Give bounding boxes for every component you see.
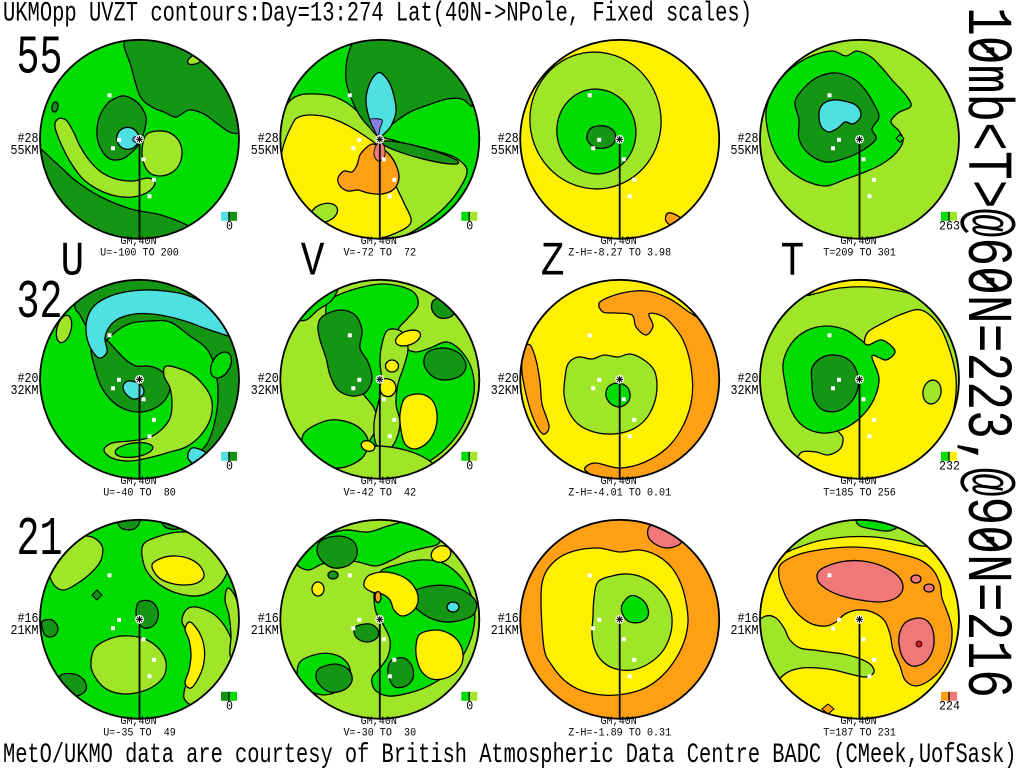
svg-text:GM,40N: GM,40N [120,476,156,489]
svg-text:Z-H=-4.01 TO 0.01: Z-H=-4.01 TO 0.01 [568,487,671,500]
svg-text:GM,40N: GM,40N [361,716,397,729]
svg-text:GM,40N: GM,40N [601,476,637,489]
svg-text:GM,40N: GM,40N [361,236,397,249]
svg-text:GM,40N: GM,40N [120,716,156,729]
svg-text:Z-H=-8.27 TO 3.98: Z-H=-8.27 TO 3.98 [568,247,671,260]
svg-text:0: 0 [466,699,473,714]
svg-text:21KM: 21KM [491,623,519,638]
svg-text:#28: #28 [18,131,39,146]
svg-text:21KM: 21KM [251,623,279,638]
svg-text:32KM: 32KM [491,383,519,398]
svg-text:#16: #16 [738,611,759,626]
svg-text:232: 232 [939,459,960,474]
svg-text:21KM: 21KM [11,623,39,638]
svg-text:263: 263 [939,219,960,234]
svg-text:0: 0 [226,459,233,474]
svg-text:55KM: 55KM [251,143,279,158]
svg-text:V=-42 TO 42: V=-42 TO 42 [343,487,416,500]
svg-text:#20: #20 [498,371,519,386]
svg-text:#28: #28 [498,131,519,146]
svg-text:#16: #16 [498,611,519,626]
svg-text:GM,40N: GM,40N [840,236,876,249]
svg-text:Z: Z [541,235,565,290]
svg-text:GM,40N: GM,40N [601,716,637,729]
svg-text:#28: #28 [258,131,279,146]
svg-text:U=-40 TO 80: U=-40 TO 80 [103,487,176,500]
svg-text:55KM: 55KM [491,143,519,158]
svg-text:32KM: 32KM [251,383,279,398]
svg-text:55KM: 55KM [11,143,39,158]
svg-text:#20: #20 [738,371,759,386]
svg-text:32: 32 [17,273,63,334]
svg-text:U=-100 TO 200: U=-100 TO 200 [100,247,179,260]
svg-text:T=185 TO 256: T=185 TO 256 [823,487,896,500]
svg-text:#20: #20 [258,371,279,386]
svg-text:32KM: 32KM [731,383,759,398]
svg-text:0: 0 [466,459,473,474]
svg-text:0: 0 [226,219,233,234]
svg-text:MetO/UKMO data are courtesy of: MetO/UKMO data are courtesy of British A… [3,740,1016,768]
svg-text:0: 0 [466,219,473,234]
svg-text:U=-35 TO 49: U=-35 TO 49 [103,727,176,740]
svg-text:32KM: 32KM [11,383,39,398]
svg-text:21: 21 [17,510,63,571]
svg-text:U: U [61,235,85,290]
svg-text:#28: #28 [738,131,759,146]
svg-text:10mb<T>@60N=223,@90N=216: 10mb<T>@60N=223,@90N=216 [950,7,1016,698]
svg-text:#20: #20 [18,371,39,386]
svg-text:T=209 TO 301: T=209 TO 301 [823,247,896,260]
svg-text:UKMOpp UVZT contours:Day=13:27: UKMOpp UVZT contours:Day=13:274 Lat(40N-… [3,0,752,30]
svg-text:#16: #16 [258,611,279,626]
svg-text:GM,40N: GM,40N [601,236,637,249]
svg-text:V=-72 TO 72: V=-72 TO 72 [343,247,416,260]
svg-text:T=187 TO 231: T=187 TO 231 [823,727,896,740]
svg-text:V=-30 TO 30: V=-30 TO 30 [343,727,416,740]
svg-text:GM,40N: GM,40N [840,476,876,489]
svg-text:V: V [301,235,325,290]
svg-text:21KM: 21KM [731,623,759,638]
svg-text:Z-H=-1.89 TO 0.31: Z-H=-1.89 TO 0.31 [568,727,671,740]
svg-text:0: 0 [226,699,233,714]
svg-text:55: 55 [17,28,63,89]
svg-text:GM,40N: GM,40N [361,476,397,489]
svg-text:224: 224 [939,699,960,714]
svg-text:T: T [781,235,805,290]
svg-text:#16: #16 [18,611,39,626]
svg-text:GM,40N: GM,40N [840,716,876,729]
svg-text:55KM: 55KM [731,143,759,158]
svg-text:GM,40N: GM,40N [120,236,156,249]
